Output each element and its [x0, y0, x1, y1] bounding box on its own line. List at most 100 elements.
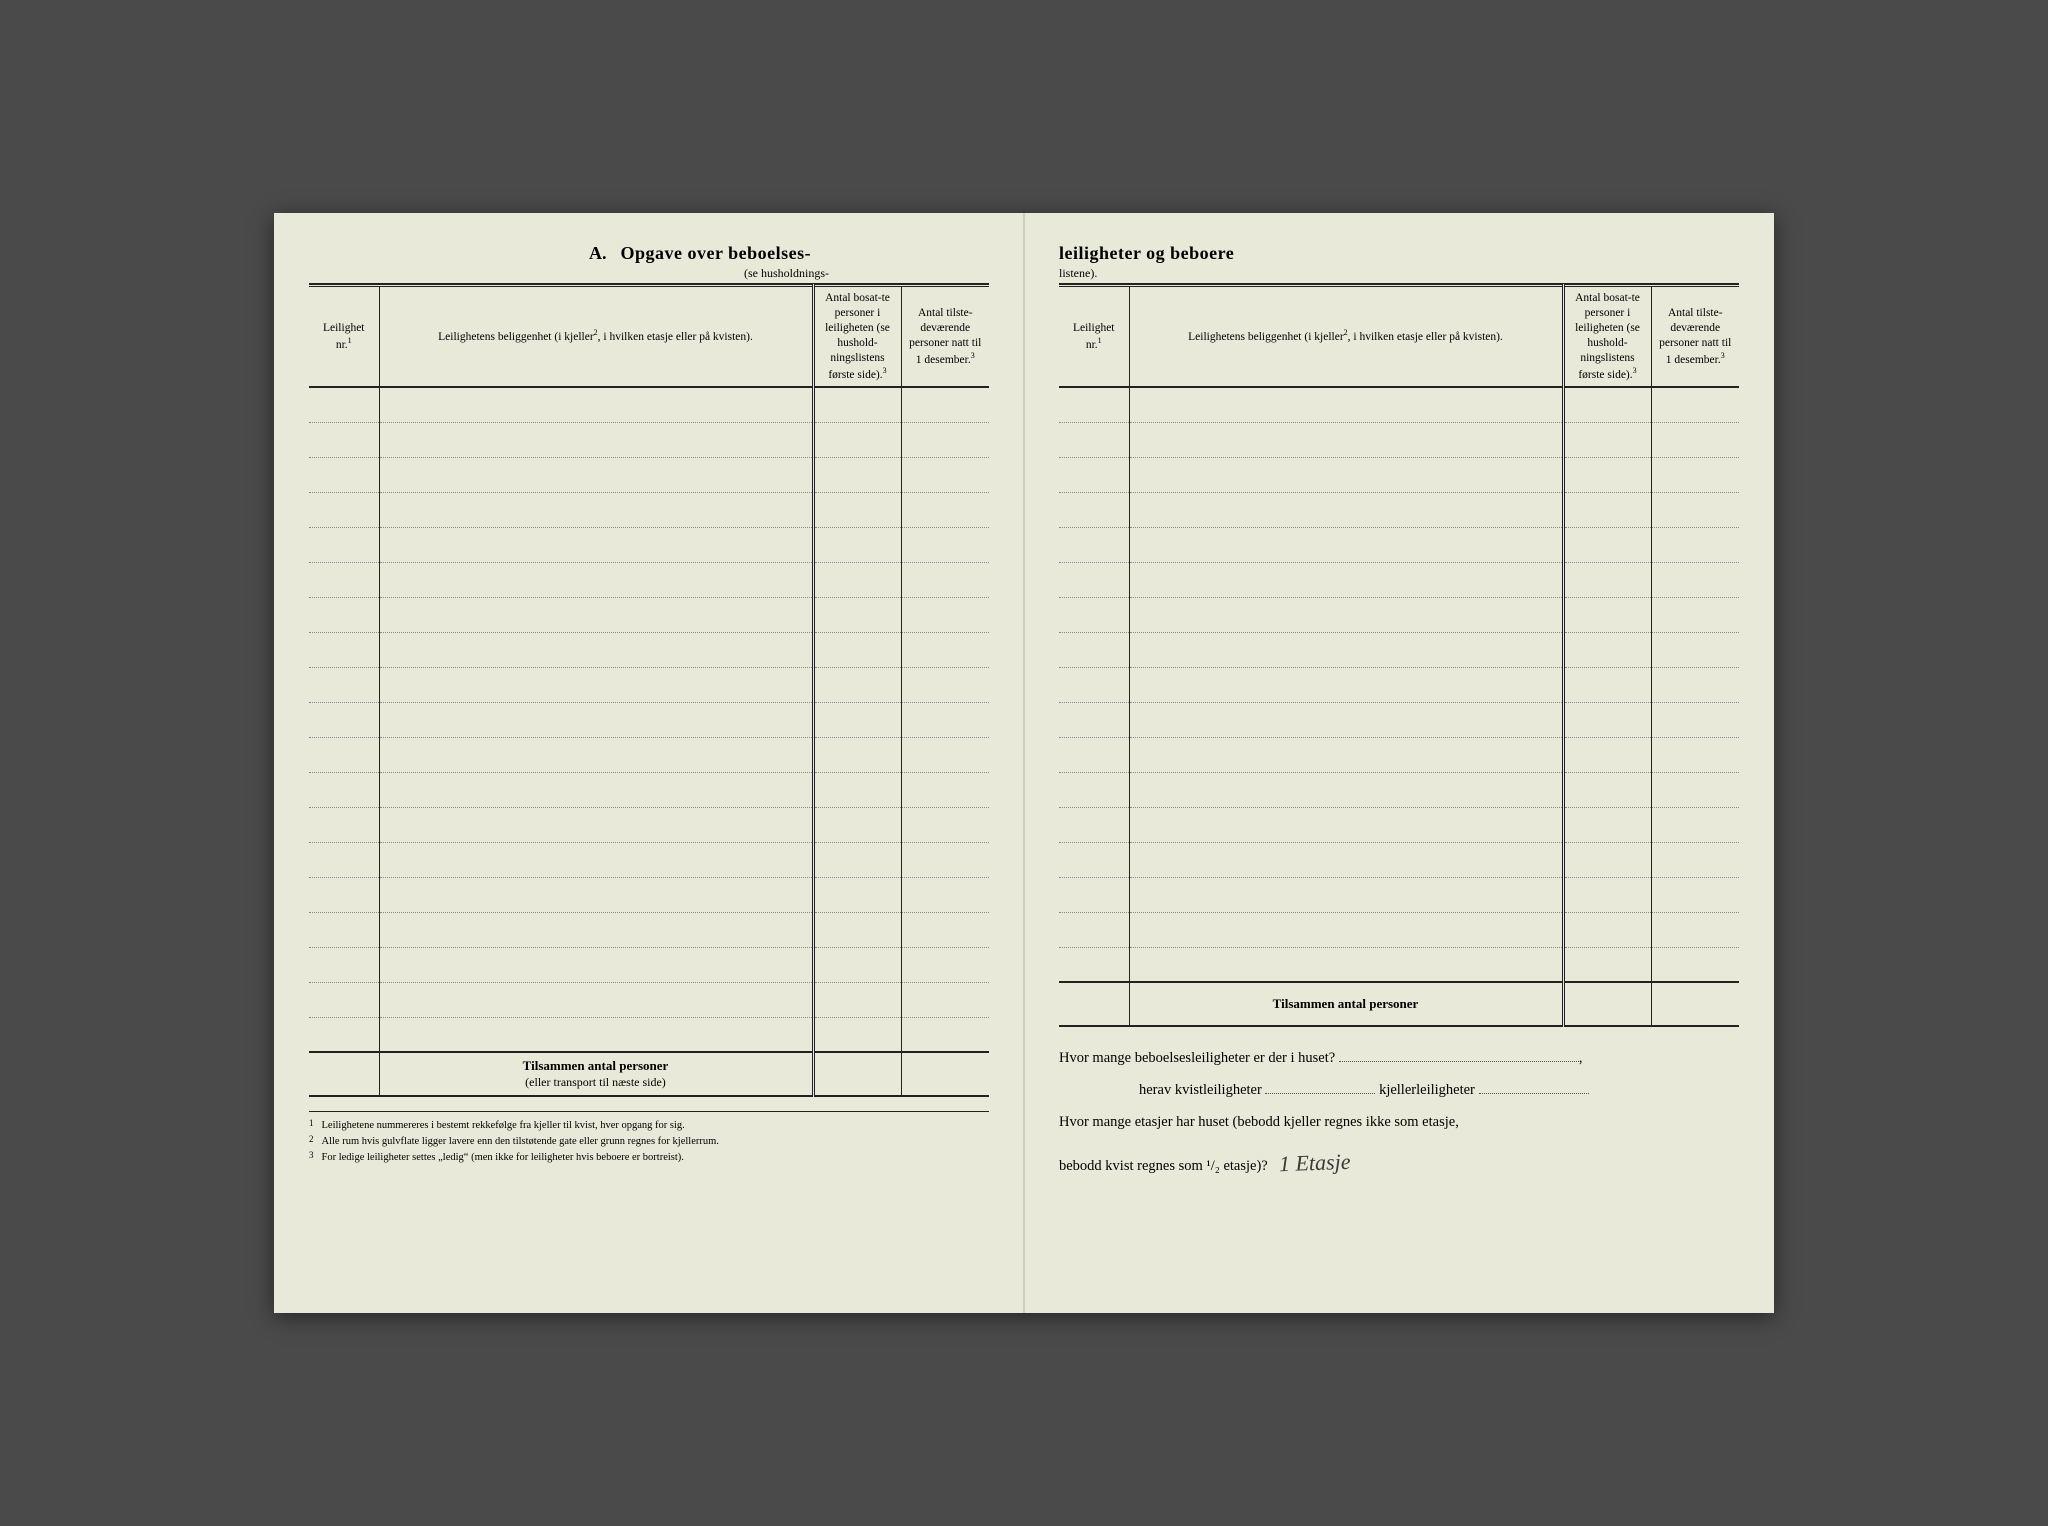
cell-c1	[1563, 877, 1651, 912]
sum-cell-label: Tilsammen antal personer (eller transpor…	[379, 1052, 813, 1096]
cell-c2	[901, 667, 989, 702]
cell-nr	[1059, 422, 1129, 457]
col-c1-sup-r: 3	[1633, 366, 1637, 375]
table-row	[309, 982, 989, 1017]
table-row	[1059, 422, 1739, 457]
table-row	[309, 562, 989, 597]
cell-c1	[813, 492, 901, 527]
cell-c2	[1651, 702, 1739, 737]
fn3-text: For ledige leiligheter settes „ledig“ (m…	[322, 1150, 684, 1166]
cell-nr	[1059, 597, 1129, 632]
col-c1-label: Antal bosat-te personer i leiligheten (s…	[825, 292, 890, 381]
footnotes: 1Leilighetene nummereres i bestemt rekke…	[309, 1111, 989, 1165]
cell-c2	[901, 947, 989, 982]
cell-c2	[901, 1017, 989, 1052]
table-row	[309, 947, 989, 982]
table-row	[309, 702, 989, 737]
cell-c2	[901, 597, 989, 632]
cell-nr	[309, 387, 379, 422]
cell-c1	[1563, 807, 1651, 842]
col-header-count2: Antal tilste-deværende personer natt til…	[901, 286, 989, 388]
col-c1-sup: 3	[883, 366, 887, 375]
table-row	[309, 387, 989, 422]
cell-loc	[379, 947, 813, 982]
q2b-blank	[1479, 1080, 1589, 1094]
table-row	[309, 772, 989, 807]
cell-nr	[309, 492, 379, 527]
cell-nr	[309, 772, 379, 807]
cell-c1	[813, 877, 901, 912]
cell-nr	[309, 737, 379, 772]
cell-nr	[1059, 912, 1129, 947]
table-row	[1059, 842, 1739, 877]
cell-c2	[1651, 947, 1739, 982]
cell-nr	[1059, 947, 1129, 982]
q2b-text: kjellerleiligheter	[1379, 1082, 1475, 1098]
cell-loc	[379, 387, 813, 422]
cell-loc	[1129, 912, 1563, 947]
page-title-left: Opgave over beboelses-	[621, 243, 812, 264]
q2a-text: herav kvistleiligheter	[1139, 1082, 1262, 1098]
cell-c1	[1563, 632, 1651, 667]
cell-loc	[379, 737, 813, 772]
fn3-num: 3	[309, 1149, 314, 1165]
cell-nr	[1059, 842, 1129, 877]
sum-cell-empty	[309, 1052, 379, 1096]
sum-row-right: Tilsammen antal personer	[1059, 982, 1739, 1026]
question-2: herav kvistleiligheter kjellerleilighete…	[1059, 1075, 1739, 1107]
table-row	[309, 527, 989, 562]
cell-c1	[1563, 842, 1651, 877]
cell-c2	[901, 457, 989, 492]
cell-loc	[1129, 807, 1563, 842]
col-loc-label1-r: Leilighetens beliggenhet (i kjeller	[1188, 331, 1344, 343]
cell-c2	[901, 842, 989, 877]
sum-cell-empty-r	[1059, 982, 1129, 1026]
table-row	[1059, 877, 1739, 912]
cell-loc	[1129, 527, 1563, 562]
cell-c2	[901, 877, 989, 912]
question-1: Hvor mange beboelsesleiligheter er der i…	[1059, 1043, 1739, 1075]
cell-nr	[309, 842, 379, 877]
cell-c1	[813, 527, 901, 562]
col-header-nr-r: Leilighet nr.1	[1059, 286, 1129, 388]
cell-c1	[813, 982, 901, 1017]
cell-c2	[901, 492, 989, 527]
q3b-text: bebodd kvist regnes som ¹/₂ etasje)?	[1059, 1158, 1268, 1174]
cell-c2	[901, 702, 989, 737]
col-loc-label2-r: , i hvilken etasje eller på kvisten).	[1348, 331, 1503, 343]
col-loc-label2: , i hvilken etasje eller på kvisten).	[598, 331, 753, 343]
cell-loc	[1129, 737, 1563, 772]
question-3a: Hvor mange etasjer har huset (bebodd kje…	[1059, 1107, 1739, 1139]
table-row	[1059, 912, 1739, 947]
questions-block: Hvor mange beboelsesleiligheter er der i…	[1059, 1043, 1739, 1187]
cell-loc	[1129, 492, 1563, 527]
cell-nr	[1059, 562, 1129, 597]
cell-c2	[901, 422, 989, 457]
cell-loc	[1129, 772, 1563, 807]
cell-loc	[379, 492, 813, 527]
col-header-count2-r: Antal tilste-deværende personer natt til…	[1651, 286, 1739, 388]
cell-loc	[1129, 632, 1563, 667]
sum-row-left: Tilsammen antal personer (eller transpor…	[309, 1052, 989, 1096]
cell-nr	[309, 562, 379, 597]
cell-c1	[813, 1017, 901, 1052]
cell-c1	[1563, 457, 1651, 492]
fn1-num: 1	[309, 1117, 314, 1133]
table-row	[309, 877, 989, 912]
cell-nr	[1059, 772, 1129, 807]
cell-loc	[379, 422, 813, 457]
cell-c2	[901, 912, 989, 947]
col-header-location: Leilighetens beliggenhet (i kjeller2, i …	[379, 286, 813, 388]
cell-c1	[1563, 422, 1651, 457]
cell-c1	[1563, 702, 1651, 737]
cell-c2	[1651, 387, 1739, 422]
table-header-row: Leilighet nr.1 Leilighetens beliggenhet …	[309, 286, 989, 388]
cell-c1	[813, 737, 901, 772]
cell-c1	[813, 597, 901, 632]
sum-label: Tilsammen antal personer	[523, 1058, 669, 1073]
right-page: leiligheter og beboere listene). Leiligh…	[1024, 213, 1774, 1313]
census-form-document: A. Opgave over beboelses- (se husholdnin…	[274, 213, 1774, 1313]
cell-nr	[309, 807, 379, 842]
cell-c1	[813, 667, 901, 702]
cell-nr	[1059, 457, 1129, 492]
